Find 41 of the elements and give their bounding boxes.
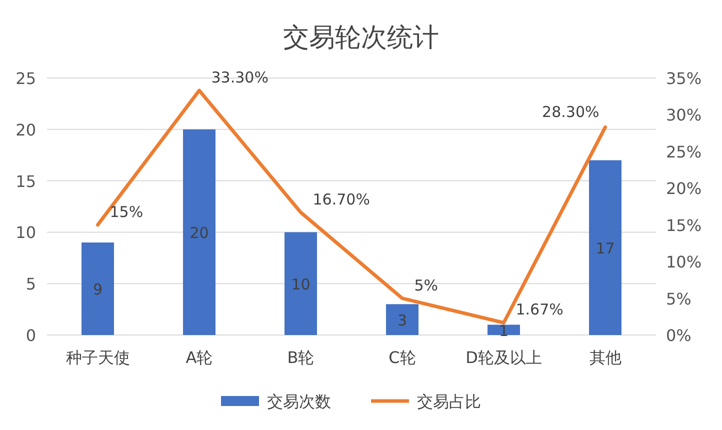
bar <box>589 160 622 335</box>
bar <box>488 324 520 335</box>
legend-label: 交易次数 <box>267 392 331 411</box>
bar <box>284 232 317 335</box>
x-tick-label: 种子天使 <box>66 348 130 367</box>
y2-tick-label: 35% <box>666 69 702 88</box>
y2-tick-label: 5% <box>666 289 692 308</box>
y2-tick-label: 0% <box>666 326 692 345</box>
y-tick-label: 25 <box>16 69 36 88</box>
data-label: 33.30% <box>211 68 268 86</box>
bar <box>183 129 216 335</box>
y-tick-label: 15 <box>16 172 36 191</box>
data-label: 10 <box>291 276 310 294</box>
chart-title: 交易轮次统计 <box>283 23 439 53</box>
y2-tick-label: 15% <box>666 216 702 235</box>
y2-tick-label: 30% <box>666 106 702 125</box>
data-label: 9 <box>92 280 103 299</box>
data-label: 15% <box>110 202 144 221</box>
data-label: 20 <box>190 224 209 242</box>
y2-tick-label: 25% <box>666 142 702 162</box>
y-tick-label: 10 <box>16 223 36 242</box>
data-label: 16.70% <box>312 190 370 208</box>
y2-tick-label: 20% <box>666 179 702 198</box>
data-label: 3 <box>397 312 408 330</box>
data-label: 1 <box>498 322 509 340</box>
x-tick-label: 其他 <box>589 348 622 367</box>
bar <box>386 304 418 335</box>
x-tick-label: C轮 <box>388 348 416 367</box>
data-label: 5% <box>414 276 438 294</box>
legend-label: 交易占比 <box>417 392 481 411</box>
data-label: 17 <box>596 240 615 258</box>
y-tick-label: 0 <box>26 326 36 345</box>
y2-tick-label: 10% <box>666 252 702 272</box>
data-label: 28.30% <box>542 103 600 122</box>
x-tick-label: B轮 <box>287 348 314 367</box>
y-tick-label: 5 <box>26 274 36 294</box>
bar <box>82 242 114 335</box>
x-tick-label: D轮及以上 <box>466 348 542 367</box>
x-tick-label: A轮 <box>186 348 213 367</box>
y-tick-label: 20 <box>16 120 36 140</box>
data-label: 1.67% <box>516 300 564 319</box>
